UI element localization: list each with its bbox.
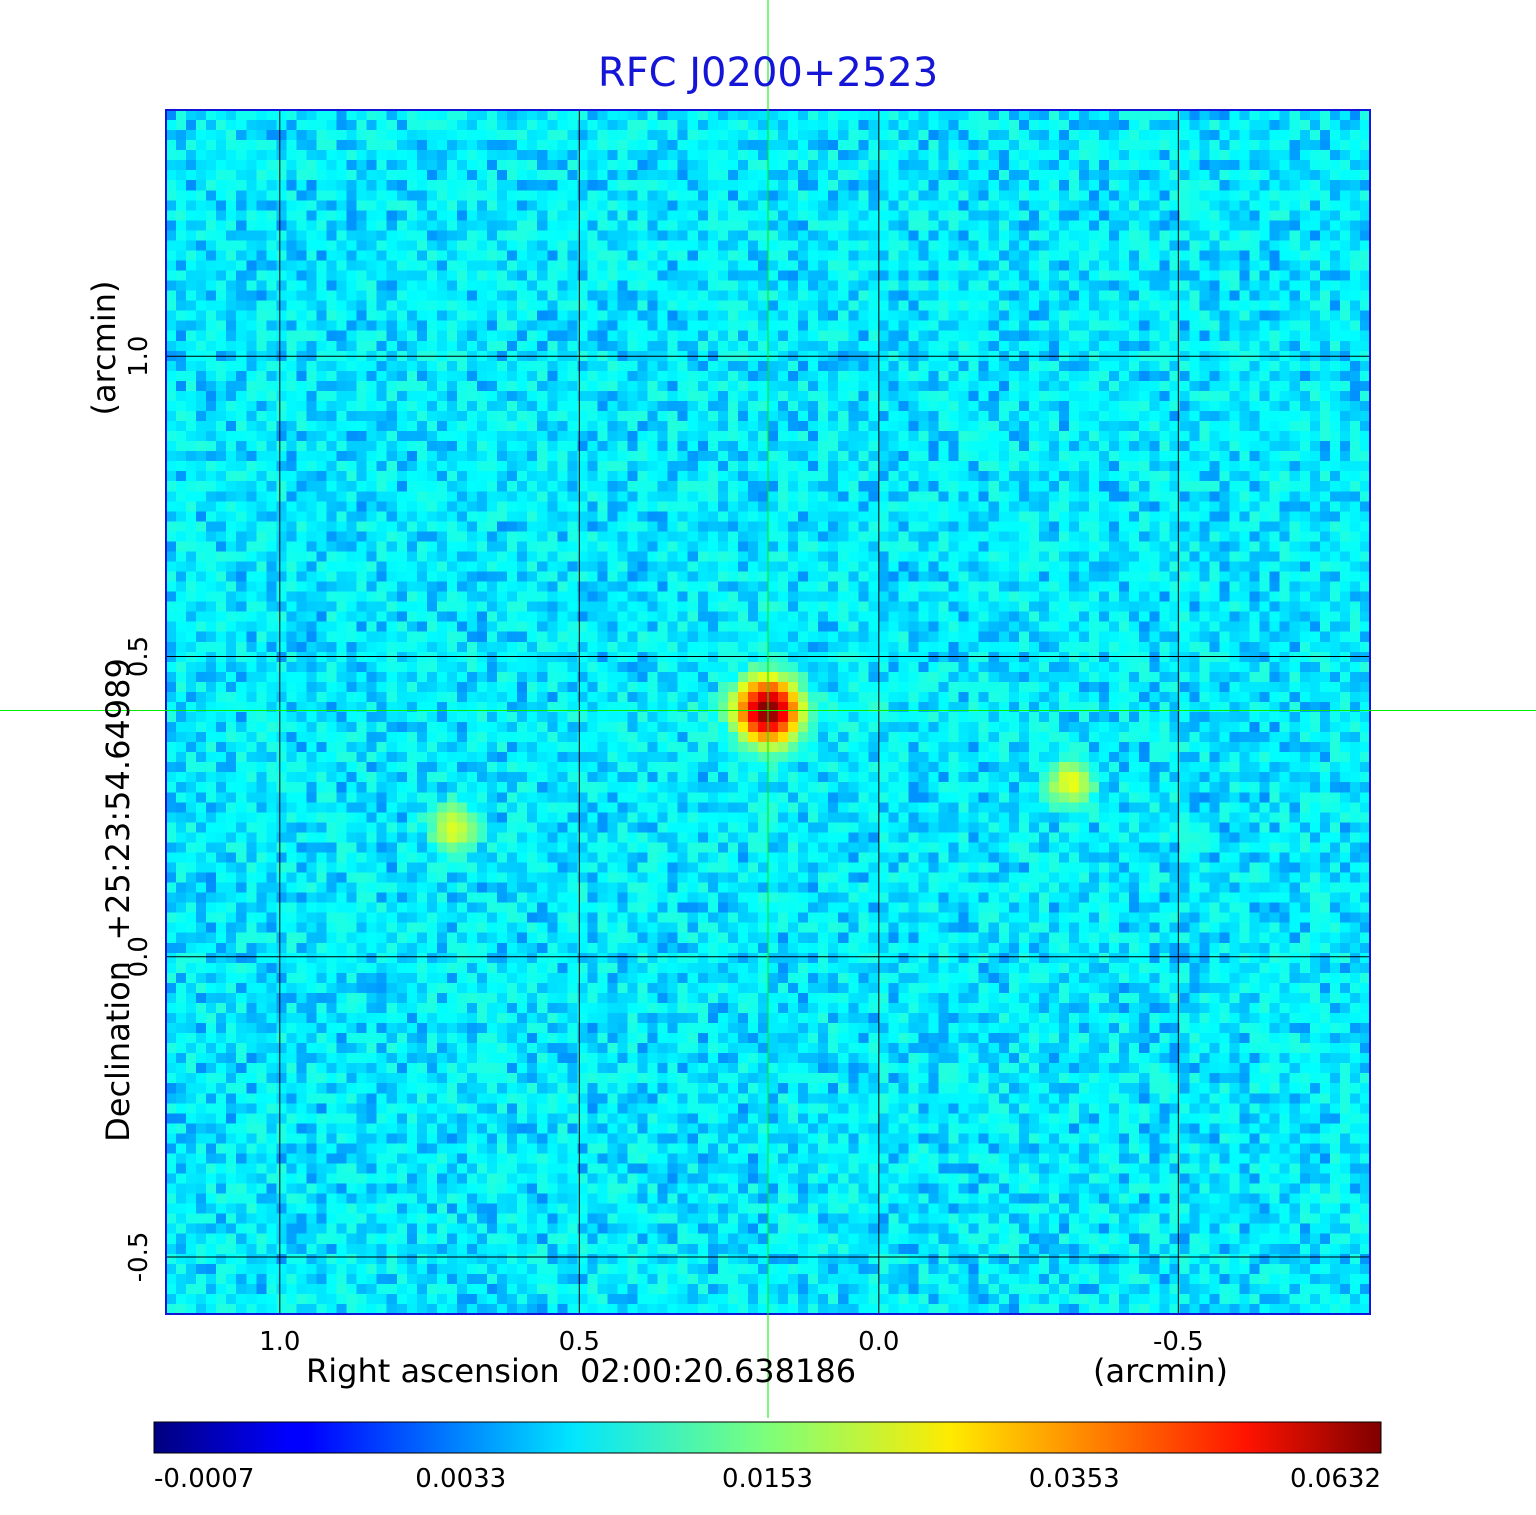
colorbar-tick-label-4: 0.0632 — [1290, 1464, 1381, 1494]
colorbar-tick-label-0: -0.0007 — [154, 1464, 254, 1494]
y-axis-label: Declination +25:23:54.64989 — [99, 658, 137, 1142]
x-axis-unit: (arcmin) — [1093, 1352, 1228, 1390]
y-axis-unit: (arcmin) — [85, 280, 123, 416]
y-tick-label-0: 1.0 — [124, 336, 154, 377]
chart-title: RFC J0200+2523 — [597, 50, 939, 96]
y-tick-label-3: -0.5 — [124, 1232, 154, 1283]
y-tick-label-2: 0.0 — [124, 936, 154, 977]
y-tick-label-1: 0.5 — [124, 636, 154, 677]
x-tick-label-2: 0.0 — [858, 1327, 899, 1357]
colorbar — [153, 1421, 1382, 1454]
x-tick-labels: 1.0 0.5 0.0 -0.5 — [259, 1327, 1204, 1357]
x-tick-label-0: 1.0 — [259, 1327, 300, 1357]
x-tick-label-3: -0.5 — [1153, 1327, 1204, 1357]
colorbar-tick-labels: -0.0007 0.0033 0.0153 0.0353 0.0632 — [154, 1464, 1381, 1494]
colorbar-tick-label-1: 0.0033 — [415, 1464, 506, 1494]
x-axis-label: Right ascension 02:00:20.638186 — [306, 1352, 857, 1390]
y-tick-labels: 1.0 0.5 0.0 -0.5 — [124, 336, 154, 1283]
colorbar-tick-label-2: 0.0153 — [722, 1464, 813, 1494]
crosshair — [0, 0, 1536, 1418]
x-tick-label-1: 0.5 — [559, 1327, 600, 1357]
colorbar-tick-label-3: 0.0353 — [1029, 1464, 1120, 1494]
